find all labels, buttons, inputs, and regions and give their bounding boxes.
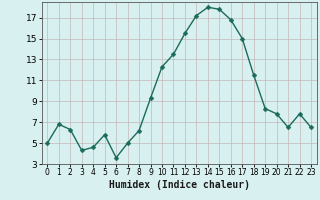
X-axis label: Humidex (Indice chaleur): Humidex (Indice chaleur) bbox=[109, 180, 250, 190]
